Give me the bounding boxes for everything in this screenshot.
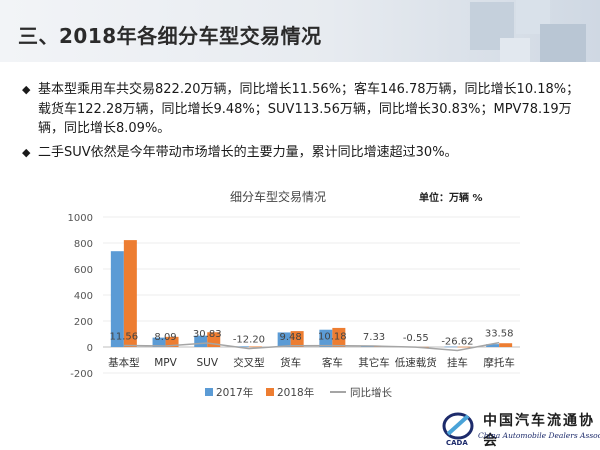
svg-text:CADA: CADA — [446, 439, 468, 447]
legend-label: 2017年 — [216, 386, 253, 399]
bullet-text: 二手SUV依然是今年带动市场增长的主要力量，累计同比增速超过30%。 — [38, 144, 458, 160]
growth-line-path — [123, 341, 500, 352]
diamond-bullet-icon: ◆ — [22, 145, 31, 159]
header-bar: 三、2018年各细分车型交易情况 — [0, 0, 600, 62]
y-tick-label: 800 — [74, 239, 93, 250]
x-tick-label: 交叉型 — [233, 356, 265, 369]
bar — [332, 327, 346, 347]
chart: 1000 800 600 400 200 0 -200 11.56 8.09 30.83 -12.… — [68, 213, 520, 399]
y-tick-label: 0 — [87, 343, 93, 354]
bullet-item: ◆ 基本型乘用车共交易822.20万辆，同比增长11.56%；客车146.78万… — [22, 80, 588, 139]
x-tick-label: 挂车 — [447, 356, 468, 369]
bar — [486, 344, 500, 347]
diamond-bullet-icon: ◆ — [22, 83, 31, 96]
data-label: -0.55 — [403, 333, 429, 344]
data-label: 11.56 — [110, 331, 139, 342]
association-logo: CADA — [440, 405, 600, 450]
data-label: -26.62 — [441, 336, 473, 347]
x-tick-label: 摩托车 — [483, 356, 515, 369]
bar — [444, 346, 458, 348]
bar — [290, 331, 304, 347]
x-axis: 基本型 MPV SUV 交叉型 货车 客车 其它车 低速载货 挂车 摩托车 — [108, 356, 515, 369]
decorative-cubes — [470, 0, 586, 62]
x-tick-label: 其它车 — [358, 356, 390, 369]
page-title: 三、2018年各细分车型交易情况 — [18, 24, 322, 48]
data-label: 7.33 — [363, 332, 385, 343]
x-tick-label: 客车 — [322, 356, 343, 369]
bar — [319, 329, 333, 347]
logo-text-cn: 中国汽车流通协会 — [483, 413, 595, 449]
data-label: -12.20 — [233, 335, 265, 346]
data-label: 8.09 — [154, 332, 176, 343]
legend-label: 2018年 — [277, 386, 314, 399]
bullet-item: ◆ 二手SUV依然是今年带动市场增长的主要力量，累计同比增速超过30%。 — [22, 143, 588, 163]
bar — [235, 346, 249, 347]
bar — [194, 335, 208, 347]
bar — [277, 332, 291, 347]
bar — [165, 336, 179, 347]
y-tick-label: 200 — [74, 317, 93, 328]
data-label: 33.58 — [485, 329, 514, 340]
bar — [152, 337, 166, 347]
y-tick-label: 600 — [74, 265, 93, 276]
y-tick-label: -200 — [70, 369, 93, 380]
x-tick-label: 低速载货 — [395, 356, 437, 369]
y-axis: 1000 800 600 400 200 0 -200 — [68, 213, 93, 380]
data-label: 30.83 — [193, 329, 222, 340]
y-tick-label: 1000 — [68, 213, 93, 224]
chart-grid — [103, 216, 520, 374]
chart-title: 细分车型交易情况 — [230, 190, 327, 204]
data-label: 9.48 — [280, 332, 302, 343]
logo-text-en: China Automobile Dealers Association — [478, 431, 600, 440]
legend-swatch — [266, 388, 274, 396]
data-label: 10.18 — [318, 332, 347, 343]
bars — [110, 240, 513, 348]
chart-unit-label: 单位：万辆 % — [419, 193, 483, 204]
bar — [457, 346, 471, 348]
x-tick-label: MPV — [154, 357, 177, 369]
bullet-list: ◆ 基本型乘用车共交易822.20万辆，同比增长11.56%；客车146.78万… — [22, 80, 588, 166]
x-tick-label: 货车 — [280, 356, 301, 369]
legend-swatch — [205, 388, 213, 396]
legend: 2017年 2018年 同比增长 — [205, 386, 392, 399]
growth-line: 11.56 8.09 30.83 -12.20 9.48 10.18 7.33 -0.55 -2… — [110, 329, 514, 352]
bar — [110, 251, 124, 347]
bar — [123, 240, 137, 347]
cada-emblem-icon: CADA — [442, 412, 474, 447]
x-tick-label: 基本型 — [108, 356, 140, 369]
bar — [248, 346, 262, 348]
x-tick-label: SUV — [196, 357, 218, 369]
legend-label: 同比增长 — [350, 386, 392, 399]
bar — [499, 343, 513, 347]
y-tick-label: 400 — [74, 291, 93, 302]
bullet-text: 基本型乘用车共交易822.20万辆，同比增长11.56%；客车146.78万辆，… — [38, 82, 580, 136]
